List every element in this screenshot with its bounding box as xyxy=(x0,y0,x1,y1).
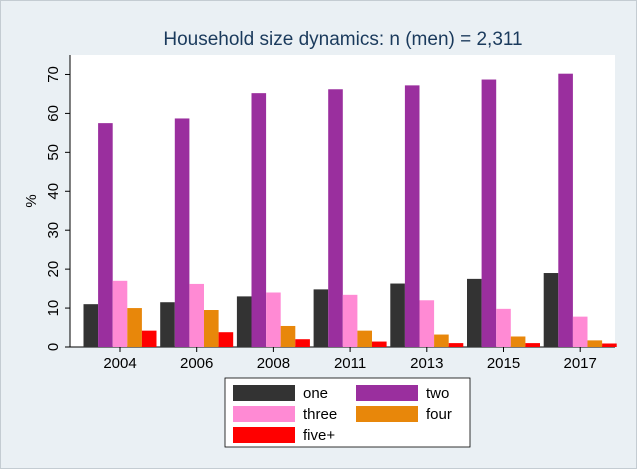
chart-title: Household size dynamics: n (men) = 2,311 xyxy=(163,29,522,50)
bar xyxy=(127,308,142,347)
legend-swatch xyxy=(356,406,418,422)
bar xyxy=(313,289,329,347)
bar xyxy=(204,310,219,347)
y-axis-label: % xyxy=(23,194,40,207)
bar xyxy=(496,308,511,347)
bar xyxy=(266,292,281,347)
bar xyxy=(448,343,464,347)
bar xyxy=(236,296,252,347)
bar xyxy=(280,325,296,347)
y-tick-label: 40 xyxy=(45,183,62,200)
bar xyxy=(434,334,449,347)
y-tick-label: 70 xyxy=(45,66,62,83)
bar xyxy=(390,283,405,347)
x-tick-label: 2004 xyxy=(103,355,136,372)
bar xyxy=(558,73,573,348)
y-tick-label: 30 xyxy=(45,222,62,239)
bar xyxy=(510,336,526,347)
bar xyxy=(525,343,540,347)
bar xyxy=(112,280,128,347)
bar xyxy=(467,278,482,347)
bar xyxy=(295,339,310,347)
x-tick-label: 2011 xyxy=(334,355,366,372)
x-tick-label: 2015 xyxy=(487,355,520,372)
bar xyxy=(342,294,358,347)
legend-swatch xyxy=(233,385,295,401)
legend-label: five+ xyxy=(303,427,335,444)
bar xyxy=(174,118,190,347)
bar xyxy=(189,283,204,347)
bar xyxy=(251,93,267,347)
y-tick-label: 0 xyxy=(45,343,62,351)
bar xyxy=(218,332,234,347)
bar xyxy=(83,304,99,347)
bar xyxy=(160,302,175,347)
x-tick-label: 2006 xyxy=(180,355,213,372)
bar xyxy=(372,341,387,347)
bar xyxy=(328,89,343,348)
bar xyxy=(481,79,497,347)
bar xyxy=(572,316,588,347)
bar xyxy=(419,300,435,347)
legend-label: one xyxy=(303,385,328,402)
bar xyxy=(404,85,420,348)
bar xyxy=(587,340,603,347)
y-tick-label: 10 xyxy=(45,300,62,317)
y-tick-label: 60 xyxy=(45,105,62,122)
x-tick-label: 2013 xyxy=(410,355,443,372)
y-tick-label: 20 xyxy=(45,261,62,278)
legend-label: three xyxy=(303,406,337,423)
bar xyxy=(98,123,113,347)
legend-swatch xyxy=(233,406,295,422)
x-tick-label: 2017 xyxy=(564,355,597,372)
bar xyxy=(543,273,559,347)
legend-swatch xyxy=(356,385,418,401)
bar xyxy=(357,330,372,347)
bar xyxy=(141,330,157,347)
legend-swatch xyxy=(233,427,295,443)
x-tick-label: 2008 xyxy=(257,355,290,372)
legend-label: two xyxy=(426,385,449,402)
y-tick-label: 50 xyxy=(45,144,62,161)
legend-label: four xyxy=(426,406,452,423)
bar xyxy=(602,343,617,347)
